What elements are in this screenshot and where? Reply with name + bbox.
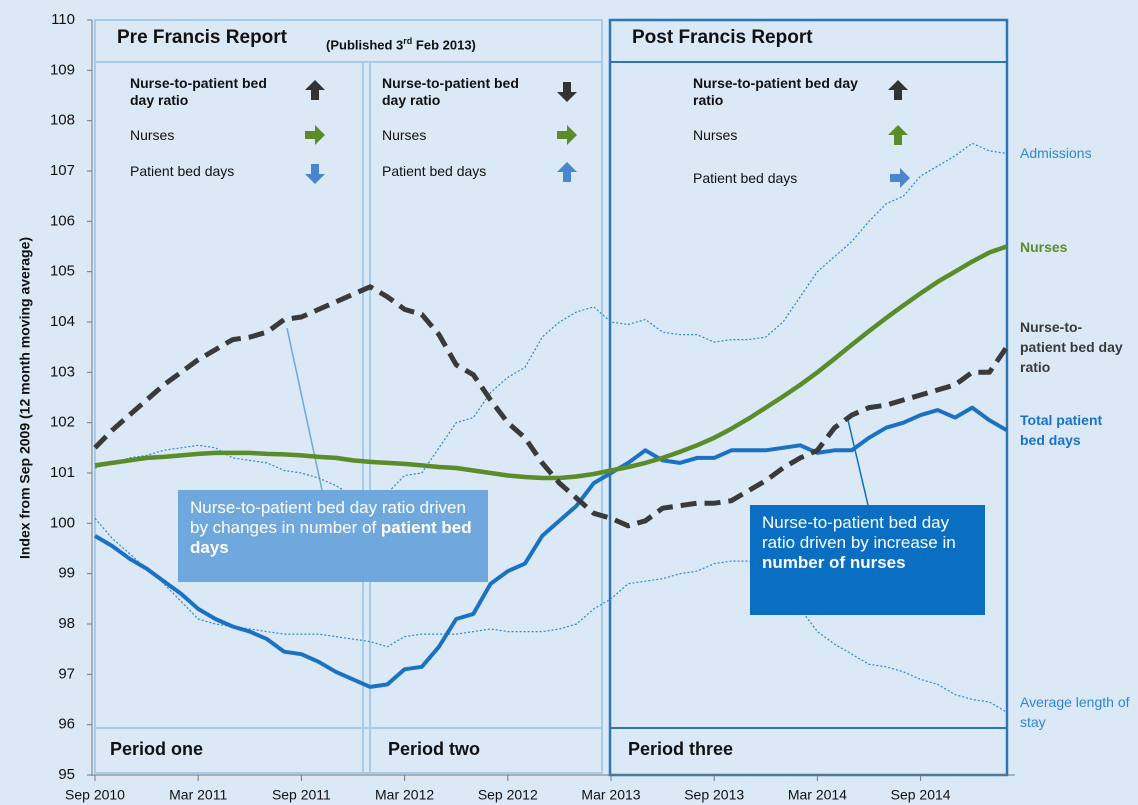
legend-label: Nurses [1020,238,1068,255]
x-tick-label: Mar 2012 [375,787,434,803]
panel-title: Pre Francis Report [117,27,287,48]
callout-text: Nurse-to-patient bed day ratio driven by… [190,498,466,537]
y-tick-label: 104 [50,313,75,330]
indicator-label: Patient bed days [693,170,798,186]
indicator-label: Nurses [130,127,175,143]
y-axis-title: Index from Sep 2009 (12 month moving ave… [17,237,33,559]
series-line [94,142,1007,499]
indicator-label: Nurses [693,127,738,143]
y-tick-label: 102 [50,414,75,431]
callout-leader [286,327,323,491]
indicator-label: Nurse-to-patient bed day ratio [382,75,519,108]
note-part: Feb 2013) [412,37,476,53]
arrow-down [305,164,325,184]
arrow-up [557,162,577,182]
callout: Nurse-to-patient bed day ratio driven by… [750,505,985,615]
legend-label: Nurse-to-patient bed day ratio [1020,319,1123,376]
panel-title: Post Francis Report [632,27,813,48]
arrow-right [557,125,577,145]
y-tick-label: 109 [50,61,75,78]
series-layer [93,142,1009,713]
post-panel-frame [608,18,1009,777]
y-tick-label: 100 [50,514,75,531]
y-tick-label: 110 [51,11,75,28]
period-label: Period two [388,739,481,759]
pre-panel-frame [94,19,603,774]
series-line [93,284,1009,529]
y-tick-label: 98 [58,615,75,632]
legend-label: Average length of stay [1020,694,1130,731]
callout-bold: number of nurses [762,553,906,572]
arrow-down [557,82,577,102]
period-label: Period one [110,739,204,759]
y-tick-label: 106 [50,212,75,229]
legend-label: Total patient bed days [1020,412,1103,449]
arrow-up [888,80,908,100]
note-part: (Published 3 [326,37,404,53]
indicator-label: Patient bed days [382,163,487,179]
indicator-label: Patient bed days [130,163,235,179]
indicator-label: Nurse-to-patient bed day ratio [693,75,858,108]
legend-label: Admissions [1020,145,1092,162]
x-tick-label: Mar 2011 [169,787,227,803]
y-tick-label: 108 [50,112,75,129]
arrow-right [890,168,910,188]
series-line [94,244,1008,481]
x-tick-label: Sep 2010 [65,787,125,803]
y-tick-label: 95 [58,766,75,783]
y-tick-label: 105 [50,263,75,280]
panel-note: (Published 3rd Feb 2013) [326,33,476,53]
x-tick-label: Sep 2011 [272,787,331,803]
callout: Nurse-to-patient bed day ratio driven by… [178,490,488,582]
x-tick-label: Sep 2012 [478,787,538,803]
x-tick-label: Sep 2014 [891,787,951,803]
y-tick-label: 96 [58,716,75,733]
y-tick-label: 99 [58,565,75,582]
y-tick-label: 97 [58,665,75,682]
indicator-label: Nurses [382,127,427,143]
series-line [93,405,1008,689]
y-tick-label: 107 [50,162,75,179]
callout-bold: patient bed days [190,518,472,557]
note-superscript: rd [403,36,413,46]
indicator-label: Nurse-to-patient bed day ratio [130,75,267,108]
x-tick-label: Mar 2014 [788,787,847,803]
period-label: Period three [628,739,734,759]
arrow-up [305,80,325,100]
indicator-arrows [305,80,910,188]
x-tick-label: Mar 2013 [581,787,640,803]
x-tick-label: Sep 2013 [684,787,744,803]
y-tick-label: 101 [50,464,75,481]
arrow-up [888,125,908,145]
arrow-right [305,125,325,145]
y-tick-label: 103 [50,363,75,380]
callout-leader [847,419,869,506]
callout-text: Nurse-to-patient bed day ratio driven by… [762,513,956,552]
